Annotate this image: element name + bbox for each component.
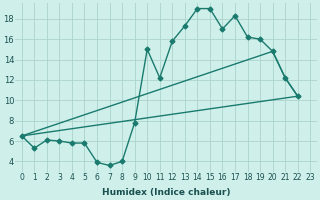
X-axis label: Humidex (Indice chaleur): Humidex (Indice chaleur) [102,188,230,197]
